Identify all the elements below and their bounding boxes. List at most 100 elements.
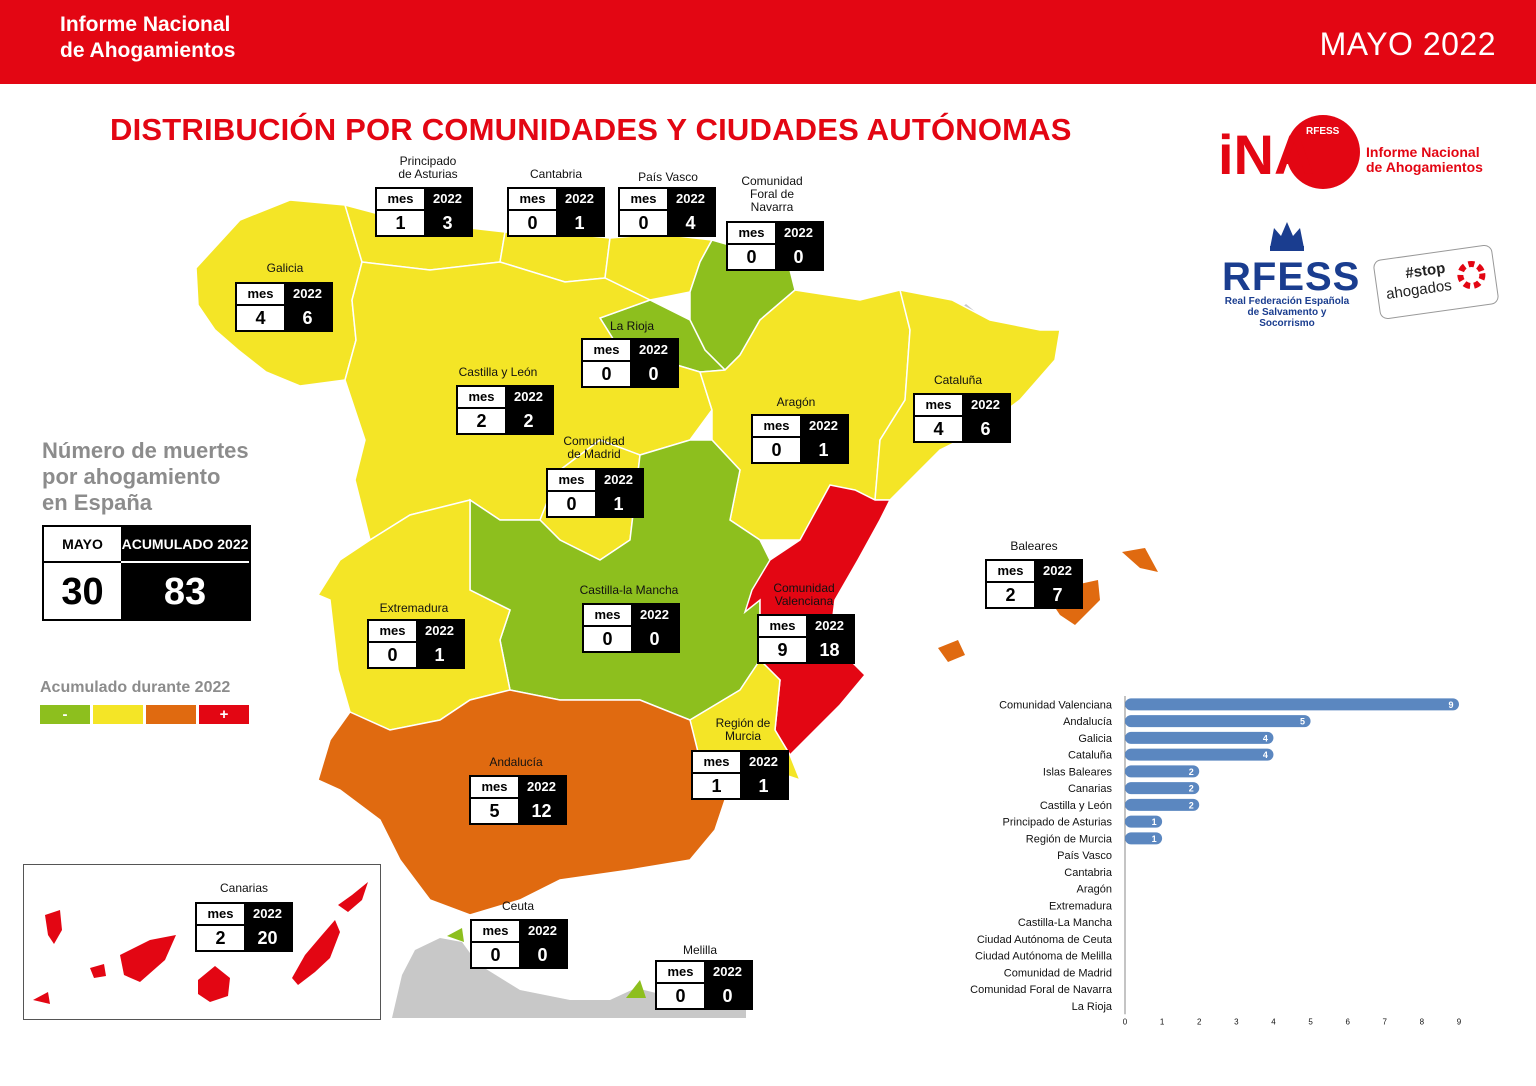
chart-bar	[1125, 748, 1274, 761]
deaths-headline: Número de muertes por ahogamiento en Esp…	[42, 438, 249, 516]
chart-category-label: Comunidad de Madrid	[1004, 967, 1112, 979]
stat-canarias-month: 2	[215, 928, 226, 948]
stat-extremadura-month: 0	[387, 645, 398, 665]
label-canarias: Canarias	[219, 881, 269, 895]
header-title: Informe Nacional de Ahogamientos	[60, 12, 235, 64]
stat-cantabria-col-year: 2022	[556, 189, 603, 211]
chart-category-label: Cantabria	[1064, 867, 1113, 879]
stat-galicia-col-month: mes	[237, 284, 284, 306]
chart-tick-label: 3	[1234, 1017, 1239, 1026]
label-valenciana-line2: Valenciana	[774, 594, 834, 608]
chart-data-label: 2	[1189, 800, 1194, 810]
chart-bar	[1125, 731, 1274, 744]
stat-madrid-month: 0	[566, 494, 577, 514]
chart-bar	[1125, 832, 1163, 845]
chart-data-label: 9	[1448, 700, 1453, 710]
chart-data-label: 1	[1152, 817, 1157, 827]
chart-data-label: 2	[1189, 784, 1194, 794]
stat-andalucia-col-year: 2022	[518, 777, 565, 799]
totals-month-label: MAYO	[62, 536, 103, 552]
label-cantabria: Cantabria	[529, 167, 583, 181]
stat-castilla-leon-col-year: 2022	[505, 387, 552, 409]
map-region-ceuta	[447, 928, 464, 942]
crown-icon	[1270, 222, 1304, 251]
stat-galicia-month: 4	[255, 308, 266, 328]
stat-canarias-col-year: 2022	[244, 904, 291, 926]
stat-la-rioja-month: 0	[601, 364, 612, 384]
stat-aragon-col-month: mes	[753, 416, 800, 438]
chart-category-label: Castilla y León	[1040, 800, 1112, 812]
canarias-inset-lanzarote	[338, 882, 368, 912]
chart-category-label: Galicia	[1078, 733, 1113, 745]
stat-valenciana-col-month: mes	[759, 616, 806, 638]
stat-la-rioja-col-year: 2022	[630, 340, 677, 362]
label-valenciana-line1: Comunidad	[773, 581, 835, 595]
ina-logo-caption-line2: de Ahogamientos	[1366, 159, 1483, 175]
label-la-rioja: La Rioja	[609, 319, 655, 333]
rfess-logo-caption-line1: Real Federación Española	[1224, 296, 1350, 307]
chart-tick-label: 5	[1308, 1017, 1313, 1026]
stat-asturias-col-month: mes	[377, 189, 424, 211]
ina-logo: iNA RFESS	[1218, 115, 1360, 189]
stat-canarias: mes 2022 2 20	[195, 902, 293, 952]
totals-cumulative-label: ACUMULADO 2022	[121, 527, 249, 561]
stat-valenciana-year: 18	[806, 638, 853, 662]
map-region-melilla	[626, 980, 646, 998]
label-pais-vasco: País Vasco	[638, 170, 698, 184]
chart-tick-label: 8	[1420, 1017, 1425, 1026]
stat-cataluna-col-year: 2022	[962, 395, 1009, 417]
stat-madrid-year: 1	[595, 492, 642, 516]
stat-castilla-mancha-col-year: 2022	[631, 605, 678, 627]
chart-bar	[1125, 815, 1163, 828]
stat-melilla-col-month: mes	[657, 962, 704, 984]
stat-melilla-year: 0	[704, 984, 751, 1008]
label-madrid: Comunidad de Madrid	[546, 435, 642, 461]
stat-murcia-col-year: 2022	[740, 752, 787, 774]
chart-bar	[1125, 798, 1200, 811]
totals-cumulative-value: 83	[121, 561, 249, 621]
label-galicia: Galicia	[266, 261, 304, 275]
legend-title: Acumulado durante 2022	[40, 679, 231, 696]
chart-category-label: Comunidad Foral de Navarra	[970, 984, 1113, 996]
stat-andalucia-month: 5	[489, 801, 500, 821]
label-ceuta: Ceuta	[501, 899, 535, 913]
rfess-logo-caption-line2: de Salvamento y Socorrismo	[1247, 307, 1327, 329]
stat-castilla-mancha-year: 0	[631, 627, 678, 651]
map-region-baleares-ibiza	[938, 640, 965, 662]
totals-box: MAYO ACUMULADO 2022 30 83	[42, 525, 251, 621]
stat-baleares-col-year: 2022	[1034, 561, 1081, 583]
stat-ceuta-col-month: mes	[472, 921, 519, 943]
header-title-line1: Informe Nacional	[60, 13, 231, 36]
chart-bar	[1125, 715, 1311, 728]
label-navarra-line3: Navarra	[750, 200, 794, 214]
chart-bar	[1125, 765, 1200, 778]
chart-data-label: 4	[1263, 733, 1268, 743]
chart-category-label: Extremadura	[1049, 900, 1113, 912]
stat-murcia-year: 1	[740, 774, 787, 798]
label-andalucia: Andalucía	[489, 755, 543, 769]
totals-month-value: 30	[44, 561, 121, 621]
stat-navarra-year: 0	[775, 245, 822, 269]
page-title: DISTRIBUCIÓN POR COMUNIDADES Y CIUDADES …	[110, 112, 1072, 147]
chart-tick-label: 2	[1197, 1017, 1202, 1026]
canarias-inset-tenerife	[120, 935, 176, 982]
stat-cantabria-year: 1	[556, 211, 603, 235]
canarias-inset-gomera	[90, 964, 106, 978]
legend-mid-low	[93, 705, 143, 724]
stat-andalucia-col-month: mes	[471, 777, 518, 799]
stat-ceuta-month: 0	[490, 945, 501, 965]
stat-valenciana-col-year: 2022	[806, 616, 853, 638]
chart-tick-label: 6	[1345, 1017, 1350, 1026]
